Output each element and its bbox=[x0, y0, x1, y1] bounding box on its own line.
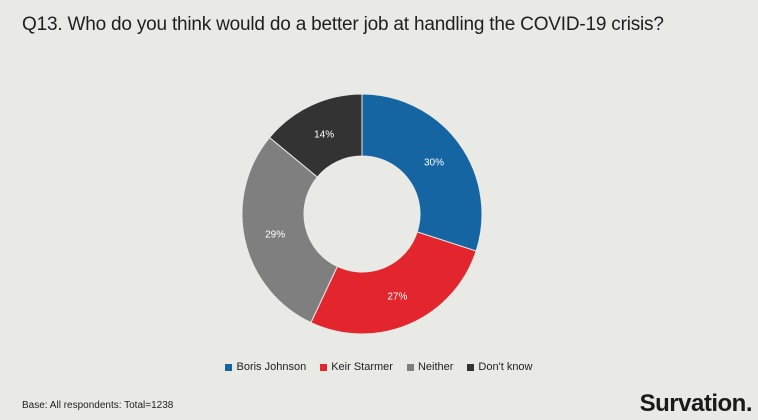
legend-item: Boris Johnson bbox=[225, 361, 306, 373]
slice-don-t-know bbox=[268, 93, 363, 178]
legend-label: Neither bbox=[417, 361, 454, 373]
legend-label: Keir Starmer bbox=[331, 361, 393, 373]
slice-neither bbox=[241, 136, 338, 324]
legend-swatch bbox=[406, 363, 414, 371]
data-label: 27% bbox=[387, 292, 407, 303]
data-label: 29% bbox=[265, 229, 285, 240]
data-label: 30% bbox=[424, 158, 444, 169]
legend-swatch bbox=[320, 363, 328, 371]
legend-label: Boris Johnson bbox=[236, 361, 307, 373]
legend-label: Don't know bbox=[478, 361, 533, 373]
legend-swatch bbox=[225, 363, 233, 371]
legend-item: Don't know bbox=[467, 361, 533, 373]
legend: Boris Johnson Keir Starmer Neither Don't kn… bbox=[0, 361, 758, 373]
slice-keir-starmer bbox=[310, 231, 477, 335]
legend-swatch bbox=[467, 363, 475, 371]
brand-logo: Survation. bbox=[639, 390, 753, 417]
legend-item: Keir Starmer bbox=[320, 361, 393, 373]
slice-boris-johnson bbox=[361, 93, 483, 252]
data-label: 14% bbox=[314, 129, 334, 140]
base-note: Base: All respondents: Total=1238 bbox=[22, 400, 174, 411]
chart-title: Q13. Who do you think would do a better … bbox=[22, 14, 664, 35]
legend-item: Neither bbox=[406, 361, 454, 373]
